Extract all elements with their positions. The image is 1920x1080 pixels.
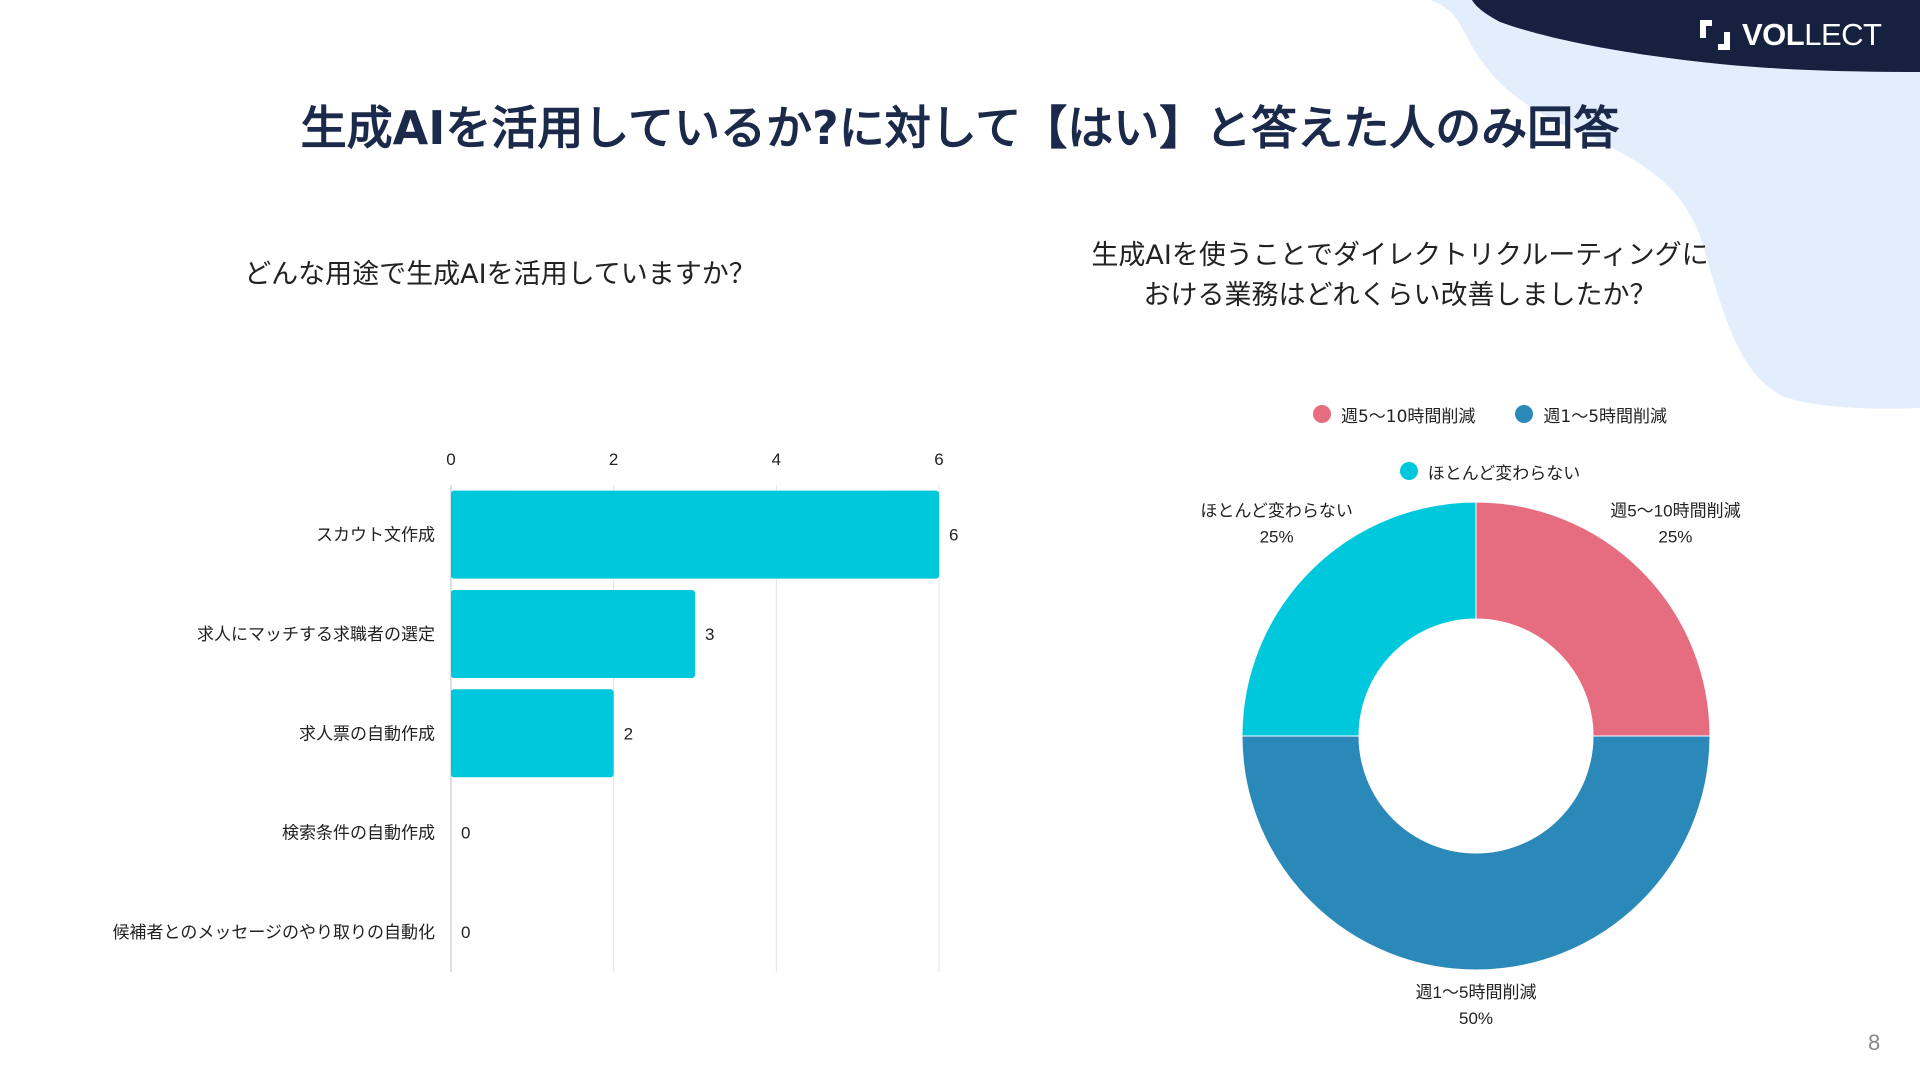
- page-title: 生成AIを活用しているか?に対して【はい】と答えた人のみ回答: [300, 101, 1620, 155]
- legend-item-pink: 週5～10時間削減: [1312, 402, 1476, 427]
- donut-slice: [1241, 735, 1711, 971]
- bar-value-label: 0: [461, 824, 470, 843]
- slice-percent-label: 25%: [1658, 528, 1692, 547]
- category-label: 候補者とのメッセージのやり取りの自動化: [113, 923, 436, 942]
- bar: [451, 689, 614, 778]
- vollect-logo-text: VOLLECT: [1742, 17, 1882, 52]
- legend-row: ほとんど変わらない: [1240, 453, 1740, 489]
- legend-item-cyan: ほとんど変わらない: [1399, 459, 1581, 484]
- donut-slice: [1475, 501, 1711, 737]
- light-blue-blob: [1430, 0, 1920, 409]
- x-tick-label: 0: [446, 450, 455, 469]
- slice-label: 週5～10時間削減: [1610, 502, 1740, 521]
- category-label: スカウト文作成: [316, 526, 435, 545]
- slice-percent-label: 50%: [1459, 1009, 1493, 1028]
- category-label: 求人にマッチする求職者の選定: [197, 625, 435, 644]
- donut-legend: 週5～10時間削減 週1～5時間削減 ほとんど変わらない: [1240, 396, 1740, 510]
- bar-value-label: 3: [705, 625, 714, 644]
- bar-value-label: 0: [461, 923, 470, 942]
- legend-dot-blue: [1515, 405, 1534, 423]
- improvement-donut-chart: 週5～10時間削減 25% 週1～5時間削減 50% ほとんど変わらない 25%: [1200, 501, 1741, 1028]
- legend-item-blue: 週1～5時間削減: [1515, 402, 1667, 427]
- vollect-logo: VOLLECT: [1696, 14, 1882, 56]
- bar: [451, 589, 695, 678]
- page-number: 8: [1868, 1030, 1881, 1055]
- x-tick-label: 2: [609, 450, 618, 469]
- legend-dot-cyan: [1399, 462, 1418, 480]
- donut-slice: [1241, 501, 1477, 737]
- slice-percent-label: 25%: [1260, 528, 1294, 547]
- right-question: 生成AIを使うことでダイレクトリクルーティングに おける業務はどれくらい改善しま…: [1090, 236, 1710, 316]
- bar-value-label: 2: [624, 724, 633, 743]
- slice-label: ほとんど変わらない: [1200, 502, 1353, 521]
- category-label: 求人票の自動作成: [299, 724, 435, 743]
- usage-bar-chart: 0 2 4 6 スカウト文作成 6 求人にマッチする求職者の選定 3 求人票の自動作成 2 検索条件…: [113, 450, 958, 972]
- legend-label: 週5～10時間削減: [1340, 406, 1476, 427]
- category-label: 検索条件の自動作成: [282, 824, 435, 843]
- navy-banner: [1472, 0, 1920, 72]
- slice-label: 週1～5時間削減: [1416, 983, 1537, 1002]
- legend-dot-pink: [1312, 405, 1331, 423]
- left-question: どんな用途で生成AIを活用していますか？: [244, 259, 756, 290]
- legend-row: 週5～10時間削減 週1～5時間削減: [1240, 396, 1740, 432]
- legend-label: ほとんど変わらない: [1427, 463, 1581, 484]
- legend-label: 週1～5時間削減: [1543, 406, 1668, 427]
- vollect-logo-mark-icon: [1700, 20, 1730, 50]
- bar: [451, 490, 939, 579]
- bar-value-label: 6: [949, 526, 958, 545]
- x-tick-label: 4: [772, 450, 781, 469]
- x-tick-label: 6: [934, 450, 943, 469]
- right-question-line1: 生成AIを使うことでダイレクトリクルーティングに: [1091, 240, 1709, 271]
- right-question-line2: おける業務はどれくらい改善しましたか？: [1143, 280, 1657, 311]
